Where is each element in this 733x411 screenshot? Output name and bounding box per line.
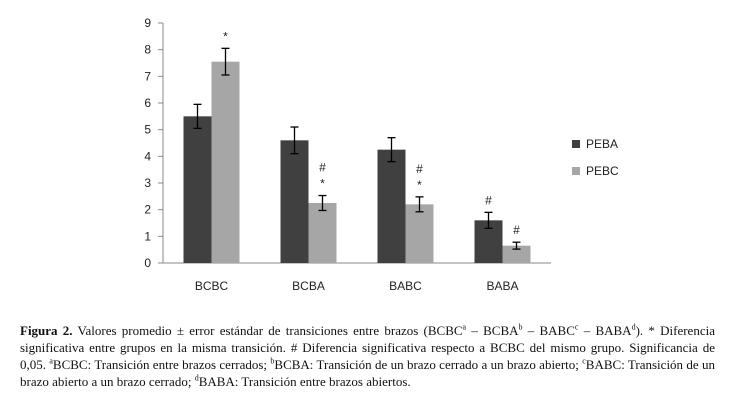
annotation: * <box>417 178 422 192</box>
caption-sup: c <box>582 356 586 366</box>
annotation: * <box>223 29 228 43</box>
legend-swatch <box>572 167 580 175</box>
error-bar <box>318 194 327 212</box>
y-tick-label: 4 <box>144 149 151 163</box>
annotation: * <box>320 177 325 191</box>
y-tick-label: 1 <box>144 229 151 243</box>
error-bar <box>387 137 396 163</box>
annotation: # <box>485 193 492 207</box>
caption-text: BABA: Transición entre brazos abiertos. <box>198 374 411 389</box>
x-tick-label: BABC <box>389 279 422 293</box>
annotation: # <box>416 162 423 176</box>
caption-sup: c <box>574 322 579 332</box>
x-tick-label: BABA <box>486 279 518 293</box>
legend-label: PEBC <box>586 164 619 178</box>
annotation: # <box>319 161 326 175</box>
bar <box>377 149 406 263</box>
caption-sup: b <box>518 322 523 332</box>
caption-sup: b <box>270 356 275 366</box>
y-tick-label: 7 <box>144 69 151 83</box>
y-tick-label: 5 <box>144 123 151 137</box>
caption-bold: Figura 2. <box>20 323 73 338</box>
error-bar <box>512 241 521 250</box>
x-tick-label: BCBC <box>195 279 229 293</box>
caption-text: Valores promedio ± error estándar de tra… <box>72 323 463 338</box>
caption-text: – BABC <box>522 323 575 338</box>
bar <box>280 140 309 263</box>
caption-sup: d <box>194 373 199 383</box>
x-tick-label: BCBA <box>292 279 325 293</box>
bar <box>308 203 337 263</box>
caption-sup: a <box>49 356 53 366</box>
bar <box>183 116 212 263</box>
error-bar <box>193 103 202 129</box>
annotation: # <box>513 223 520 237</box>
y-tick-label: 6 <box>144 96 151 110</box>
caption-text: BABC: Transición de un brazo abierto a u… <box>20 357 716 389</box>
error-bar <box>221 47 230 76</box>
error-bar <box>484 211 493 229</box>
legend-swatch <box>572 140 580 148</box>
bar <box>211 61 240 263</box>
y-tick-label: 8 <box>144 43 151 57</box>
caption-sup: a <box>462 322 467 332</box>
error-bar <box>415 196 424 213</box>
caption-text: ). * Diferencia significativa entre grup… <box>20 323 715 372</box>
chart: 0 1 2 3 4 5 6 7 8 9 BCBC * BCBA # * BABC # * BABA # # PEBA PEB… <box>144 16 619 293</box>
y-tick-label: 2 <box>144 203 151 217</box>
caption-text: BCBA: Transición de un brazo cerrado a u… <box>274 357 583 372</box>
bar <box>502 245 531 263</box>
y-tick-label: 9 <box>144 16 151 30</box>
error-bar <box>290 126 299 155</box>
legend-label: PEBA <box>586 137 618 151</box>
y-tick-label: 0 <box>144 256 151 270</box>
y-tick-label: 3 <box>144 176 151 190</box>
caption: Figura 2. Valores promedio ± error están… <box>20 322 715 390</box>
bar <box>405 204 434 263</box>
caption-sup: d <box>631 322 636 332</box>
caption-text: – BCBA <box>466 323 519 338</box>
caption-text: – BABA <box>578 323 632 338</box>
caption-text: BCBC: Transición entre brazos cerrados; <box>52 357 271 372</box>
